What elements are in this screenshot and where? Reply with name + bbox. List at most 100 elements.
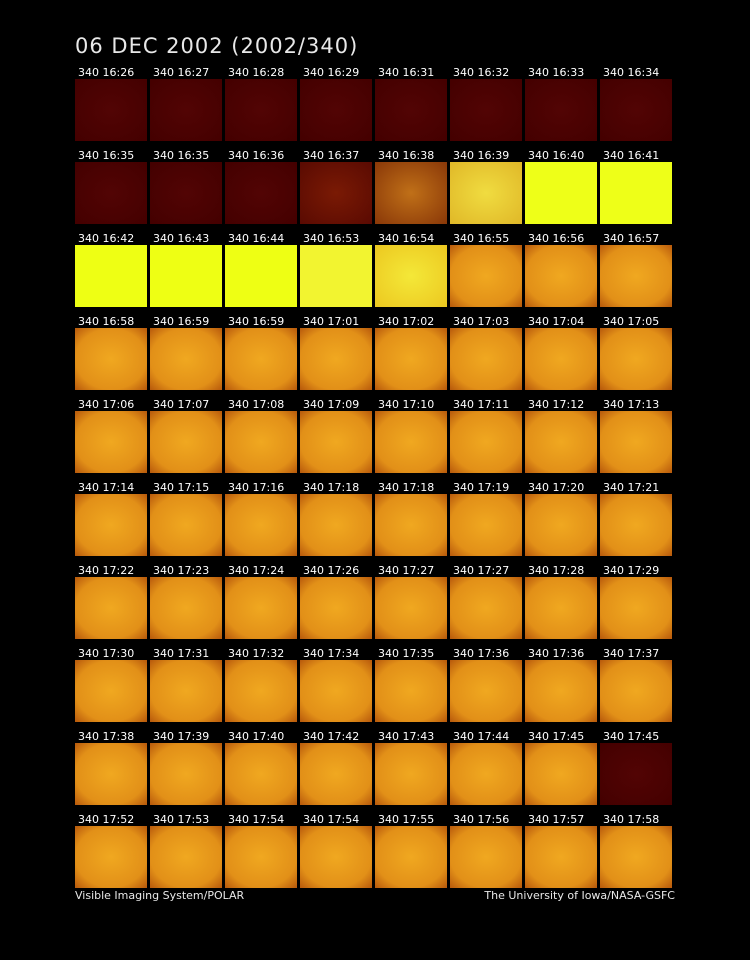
frame-label: 340 17:38	[78, 730, 134, 743]
frame-label: 340 17:35	[378, 647, 434, 660]
frame-image	[375, 826, 447, 888]
frame-label: 340 17:07	[153, 398, 209, 411]
footer-left: Visible Imaging System/POLAR	[75, 889, 245, 902]
frame-label: 340 17:13	[603, 398, 659, 411]
frame-image	[300, 577, 372, 639]
frame-image	[225, 411, 297, 473]
frame-label: 340 17:56	[453, 813, 509, 826]
frame-label: 340 17:08	[228, 398, 284, 411]
frame-image	[225, 660, 297, 722]
frame-image	[300, 328, 372, 390]
frame-image	[600, 826, 672, 888]
frame-label: 340 17:26	[303, 564, 359, 577]
frame-label: 340 17:34	[303, 647, 359, 660]
frame-image	[75, 328, 147, 390]
frame-image	[375, 328, 447, 390]
frame-label: 340 16:37	[303, 149, 359, 162]
frame-image	[300, 494, 372, 556]
frame-image	[450, 577, 522, 639]
frame-label: 340 16:31	[378, 66, 434, 79]
frame-image	[450, 411, 522, 473]
frame-label: 340 17:12	[528, 398, 584, 411]
frame-image	[600, 328, 672, 390]
frame-label: 340 17:55	[378, 813, 434, 826]
frame-label: 340 17:19	[453, 481, 509, 494]
frame-label: 340 17:42	[303, 730, 359, 743]
frame-label: 340 16:29	[303, 66, 359, 79]
frame-image	[375, 245, 447, 307]
frame-image	[525, 494, 597, 556]
frame-image	[150, 162, 222, 224]
frame-image	[375, 494, 447, 556]
frame-label: 340 17:40	[228, 730, 284, 743]
frame-image	[525, 79, 597, 141]
frame-label: 340 16:58	[78, 315, 134, 328]
frame-label: 340 17:44	[453, 730, 509, 743]
frame-label: 340 17:15	[153, 481, 209, 494]
frame-label: 340 17:37	[603, 647, 659, 660]
frame-image	[75, 577, 147, 639]
frame-label: 340 17:16	[228, 481, 284, 494]
frame-label: 340 16:38	[378, 149, 434, 162]
frame-label: 340 16:36	[228, 149, 284, 162]
frame-label: 340 17:28	[528, 564, 584, 577]
frame-image	[450, 245, 522, 307]
frame-image	[525, 660, 597, 722]
frame-image	[450, 79, 522, 141]
frame-image	[600, 79, 672, 141]
frame-label: 340 17:31	[153, 647, 209, 660]
frame-image	[375, 660, 447, 722]
frame-image	[300, 826, 372, 888]
frame-label: 340 17:36	[453, 647, 509, 660]
frame-label: 340 16:33	[528, 66, 584, 79]
footer-right: The University of Iowa/NASA-GSFC	[483, 889, 675, 902]
frame-label: 340 16:54	[378, 232, 434, 245]
frame-image	[375, 79, 447, 141]
frame-image	[225, 743, 297, 805]
frame-label: 340 17:36	[528, 647, 584, 660]
frame-label: 340 17:02	[378, 315, 434, 328]
frame-image	[525, 743, 597, 805]
frame-image	[450, 494, 522, 556]
frame-label: 340 17:06	[78, 398, 134, 411]
frame-image	[450, 743, 522, 805]
frame-label: 340 16:59	[153, 315, 209, 328]
frame-label: 340 17:20	[528, 481, 584, 494]
frame-image	[450, 162, 522, 224]
frame-label: 340 16:41	[603, 149, 659, 162]
frame-label: 340 16:39	[453, 149, 509, 162]
frame-image	[600, 743, 672, 805]
frame-image	[525, 411, 597, 473]
frame-image	[300, 411, 372, 473]
frame-label: 340 17:27	[378, 564, 434, 577]
frame-image	[150, 660, 222, 722]
frame-image	[525, 245, 597, 307]
frame-image	[525, 162, 597, 224]
frame-label: 340 17:39	[153, 730, 209, 743]
frame-label: 340 16:26	[78, 66, 134, 79]
frame-label: 340 17:01	[303, 315, 359, 328]
frame-label: 340 17:30	[78, 647, 134, 660]
frame-image	[375, 743, 447, 805]
frame-image	[150, 826, 222, 888]
frame-label: 340 16:35	[78, 149, 134, 162]
frame-image	[75, 826, 147, 888]
frame-label: 340 16:56	[528, 232, 584, 245]
frame-label: 340 16:53	[303, 232, 359, 245]
frame-label: 340 16:28	[228, 66, 284, 79]
frame-image	[75, 411, 147, 473]
frame-label: 340 17:54	[228, 813, 284, 826]
frame-label: 340 17:43	[378, 730, 434, 743]
frame-image	[225, 577, 297, 639]
frame-image	[150, 494, 222, 556]
frame-label: 340 17:21	[603, 481, 659, 494]
frame-label: 340 17:04	[528, 315, 584, 328]
frame-label: 340 17:18	[303, 481, 359, 494]
frame-image	[225, 826, 297, 888]
frame-label: 340 16:57	[603, 232, 659, 245]
frame-image	[450, 328, 522, 390]
frame-image	[225, 494, 297, 556]
frame-image	[225, 162, 297, 224]
frame-label: 340 16:27	[153, 66, 209, 79]
frame-label: 340 17:29	[603, 564, 659, 577]
